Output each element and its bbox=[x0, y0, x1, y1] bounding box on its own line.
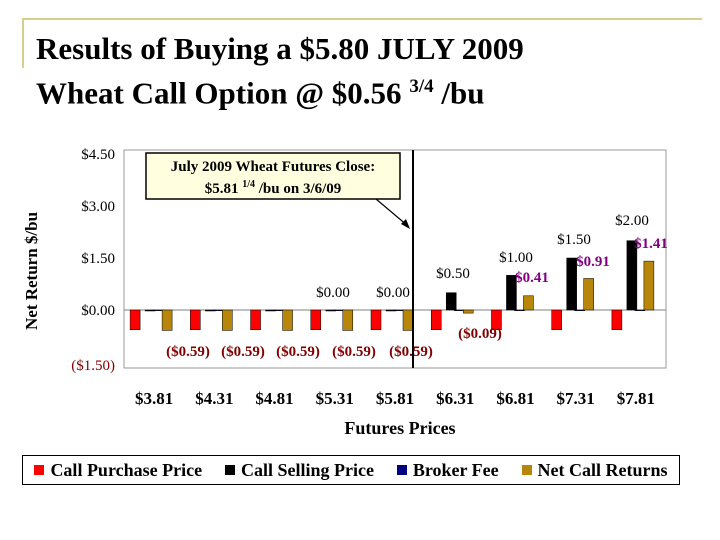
bar-net-returns bbox=[402, 309, 414, 331]
y-tick-label: $1.50 bbox=[81, 251, 115, 267]
bar-broker-fee bbox=[574, 309, 585, 311]
legend-label-call-selling: Call Selling Price bbox=[240, 459, 374, 480]
legend-item-net-returns: Net Call Returns bbox=[521, 459, 668, 481]
legend-item-broker-fee: Broker Fee bbox=[396, 459, 499, 481]
bar-broker-fee bbox=[393, 309, 405, 311]
bar-call-purchase bbox=[551, 309, 562, 331]
y-tick-label: $0.00 bbox=[81, 303, 115, 319]
bar-call-selling bbox=[566, 257, 577, 311]
net-value-label: ($0.59) bbox=[332, 344, 376, 360]
bar-broker-fee bbox=[453, 309, 465, 311]
title-line-2: Wheat Call Option @ $0.56 3/4 /bu bbox=[36, 68, 524, 112]
selling-value-label: $1.50 bbox=[557, 232, 591, 248]
y-tick-label: ($1.50) bbox=[71, 358, 115, 374]
net-value-label: $1.41 bbox=[634, 236, 668, 252]
title-border-horizontal bbox=[22, 18, 702, 20]
net-value-label: ($0.59) bbox=[221, 344, 265, 360]
selling-value-label: $2.00 bbox=[615, 213, 649, 229]
annotation-line-2: $5.81 1/4 /bu on 3/6/09 bbox=[205, 179, 342, 197]
x-axis-title: Futures Prices bbox=[344, 418, 455, 438]
bar-call-purchase bbox=[611, 309, 623, 331]
x-tick-label: $3.81 bbox=[135, 389, 173, 408]
x-tick-label: $7.31 bbox=[557, 389, 595, 408]
bar-broker-fee bbox=[634, 309, 646, 311]
legend-swatch-call-purchase bbox=[34, 465, 45, 475]
bar-call-purchase bbox=[491, 309, 502, 331]
x-tick-label: $4.31 bbox=[195, 389, 233, 408]
bar-broker-fee bbox=[333, 309, 345, 311]
bar-net-returns bbox=[222, 309, 233, 331]
bar-net-returns bbox=[523, 295, 534, 311]
y-tick-label: $3.00 bbox=[81, 199, 115, 215]
title-line-2-text: Wheat Call Option @ $0.56 bbox=[36, 75, 410, 111]
net-value-label: ($0.09) bbox=[458, 326, 502, 342]
selling-value-label: $0.00 bbox=[316, 285, 350, 301]
plot-area bbox=[123, 149, 667, 369]
net-value-label: ($0.59) bbox=[389, 344, 433, 360]
net-value-label: $0.41 bbox=[515, 270, 549, 286]
bar-net-returns bbox=[342, 309, 354, 331]
bar-broker-fee bbox=[273, 309, 284, 311]
bar-broker-fee bbox=[514, 309, 525, 311]
x-tick-label: $4.81 bbox=[255, 389, 293, 408]
bar-call-purchase bbox=[370, 309, 382, 331]
title-line-2-unit: /bu bbox=[433, 75, 485, 111]
bar-net-returns bbox=[462, 309, 474, 314]
legend-swatch-net-returns bbox=[521, 465, 532, 475]
bar-net-returns bbox=[282, 309, 293, 331]
legend-item-call-selling: Call Selling Price bbox=[224, 459, 374, 481]
annotation-pointer bbox=[375, 198, 409, 227]
legend-swatch-call-selling bbox=[224, 465, 235, 475]
chart-legend: Call Purchase Price Call Selling Price B… bbox=[22, 455, 680, 485]
legend-swatch-broker-fee bbox=[396, 465, 407, 475]
bar-call-purchase bbox=[310, 309, 322, 331]
legend-label-net-returns: Net Call Returns bbox=[537, 459, 668, 480]
net-value-label: $0.91 bbox=[576, 254, 610, 270]
x-tick-label: $6.31 bbox=[436, 389, 474, 408]
bar-call-selling bbox=[626, 240, 638, 311]
title-border-vertical bbox=[22, 18, 24, 68]
bar-call-purchase bbox=[190, 309, 201, 331]
legend-label-call-purchase: Call Purchase Price bbox=[50, 459, 203, 480]
x-tick-label: $5.81 bbox=[376, 389, 414, 408]
bar-broker-fee bbox=[213, 309, 224, 311]
annotation-box bbox=[145, 152, 401, 200]
x-tick-label: $5.31 bbox=[316, 389, 354, 408]
annotation-pointer-arrowhead bbox=[401, 219, 410, 229]
bar-call-purchase bbox=[250, 309, 261, 331]
bar-call-purchase bbox=[129, 309, 141, 331]
legend-label-broker-fee: Broker Fee bbox=[412, 459, 499, 480]
bar-call-selling bbox=[445, 292, 457, 311]
bar-call-purchase bbox=[430, 309, 442, 331]
bar-net-returns bbox=[161, 309, 173, 331]
bar-broker-fee bbox=[152, 309, 164, 311]
net-value-label: ($0.59) bbox=[166, 344, 210, 360]
bar-net-returns bbox=[583, 278, 594, 311]
selling-value-label: $0.50 bbox=[436, 266, 470, 282]
selling-value-label: $0.00 bbox=[376, 285, 410, 301]
net-value-label: ($0.59) bbox=[276, 344, 320, 360]
x-tick-label: $6.81 bbox=[496, 389, 534, 408]
y-tick-label: $4.50 bbox=[81, 147, 115, 163]
page-title: Results of Buying a $5.80 JULY 2009 Whea… bbox=[36, 30, 524, 112]
x-tick-label: $7.81 bbox=[617, 389, 655, 408]
annotation-line-1: July 2009 Wheat Futures Close: bbox=[171, 159, 375, 175]
selling-value-label: $1.00 bbox=[499, 250, 533, 266]
title-superscript: 3/4 bbox=[409, 76, 434, 97]
legend-item-call-purchase: Call Purchase Price bbox=[34, 460, 202, 481]
title-line-1: Results of Buying a $5.80 JULY 2009 bbox=[36, 31, 524, 66]
bar-chart: $4.50 $3.00 $1.50 $0.00 ($1.50) $3.81 $4.31 $4.… bbox=[71, 147, 668, 438]
bar-net-returns bbox=[643, 260, 655, 311]
bar-call-selling bbox=[506, 275, 517, 311]
